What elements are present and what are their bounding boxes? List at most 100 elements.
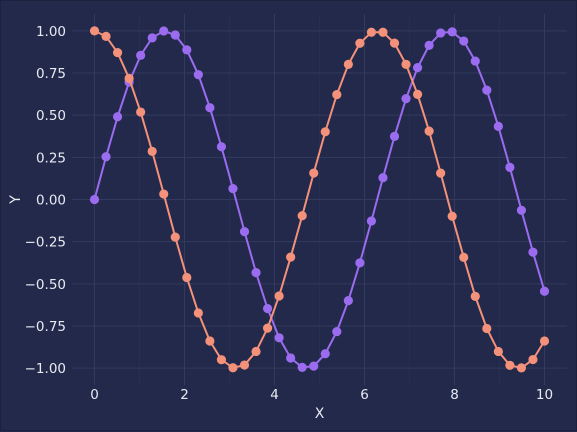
y-tick-label: −1.00 [25,361,66,377]
y-tick-label: 0.50 [36,108,66,124]
data-point [493,346,503,357]
data-point [182,45,192,55]
data-point [170,232,180,242]
y-tick-label: 1.00 [36,24,66,40]
data-point [89,26,100,36]
data-point [424,126,434,136]
data-point [412,89,423,99]
data-point [482,323,492,334]
grid-lines [72,14,567,385]
data-point [239,360,250,370]
data-point [355,258,365,268]
data-point [112,47,123,58]
data-point [332,90,342,100]
data-point [401,94,411,104]
y-axis-label: Y [8,195,24,205]
y-tick-label: −0.50 [25,277,66,293]
x-tick-label: 10 [536,387,553,403]
data-point [309,168,319,178]
data-point [389,38,400,48]
y-tick-label: 0.75 [36,66,66,82]
data-point [147,33,157,43]
data-point [251,346,261,357]
data-point [193,70,203,80]
data-point [136,50,146,60]
data-point [332,326,342,337]
data-point [228,183,238,194]
data-point [436,168,446,178]
data-point [320,349,330,359]
data-point [297,211,307,221]
data-point [193,308,203,318]
data-point [516,205,527,215]
series-0 [89,26,550,372]
data-point [159,26,169,36]
data-point [320,127,330,137]
data-point [459,36,469,46]
data-point [309,361,319,371]
x-axis-label: X [315,406,325,422]
data-point [286,353,296,363]
data-point [378,27,388,37]
data-point [216,355,227,365]
data-point [262,303,273,314]
y-tick-label: 0.00 [36,193,66,209]
y-tick-label: 0.25 [36,150,66,166]
data-point [436,28,446,38]
data-point [228,363,238,373]
data-point [297,362,307,372]
data-point [343,295,353,306]
data-point [366,27,377,37]
data-point [447,211,457,221]
data-point [378,173,388,183]
data-point [205,103,215,113]
data-point [147,146,157,156]
data-point [401,59,411,69]
data-point [516,363,527,373]
data-point [251,268,261,278]
x-tick-label: 2 [180,387,189,403]
x-tick-label: 0 [90,387,99,403]
data-point [239,227,250,237]
data-point [101,31,111,41]
data-point [274,333,284,343]
data-point [528,247,538,257]
data-point [539,336,550,346]
data-point [505,162,515,172]
data-point [216,142,227,152]
data-point [355,38,365,48]
y-tick-label: −0.25 [25,235,66,251]
data-point [343,59,353,69]
data-point [286,252,296,262]
data-point [470,56,480,66]
x-tick-label: 6 [360,387,369,403]
data-point [274,291,284,301]
data-point [205,336,215,346]
data-point [459,252,469,262]
data-point [170,30,180,40]
data-point [182,272,192,283]
data-point [482,85,492,95]
chart-series [89,26,550,373]
data-point [89,194,100,205]
data-point [424,40,434,50]
y-tick-label: −0.75 [25,319,66,335]
series-line [94,29,546,369]
series-line [93,29,546,369]
data-point [528,354,538,365]
data-point [159,189,169,199]
data-point [539,286,550,296]
data-point [493,121,503,131]
x-tick-label: 4 [270,387,279,403]
x-tick-label: 8 [450,387,459,403]
data-point [447,27,457,37]
data-point [101,152,111,162]
data-point [136,107,146,117]
data-point [262,323,273,333]
data-point [389,131,400,141]
data-point [112,112,123,122]
tick-labels: 0 2 4 6 8 10 −1.00 −0.75 −0.50 −0.25 0.00 0.25 0.50 0… [25,24,553,403]
data-point [366,216,377,226]
data-point [124,73,134,83]
